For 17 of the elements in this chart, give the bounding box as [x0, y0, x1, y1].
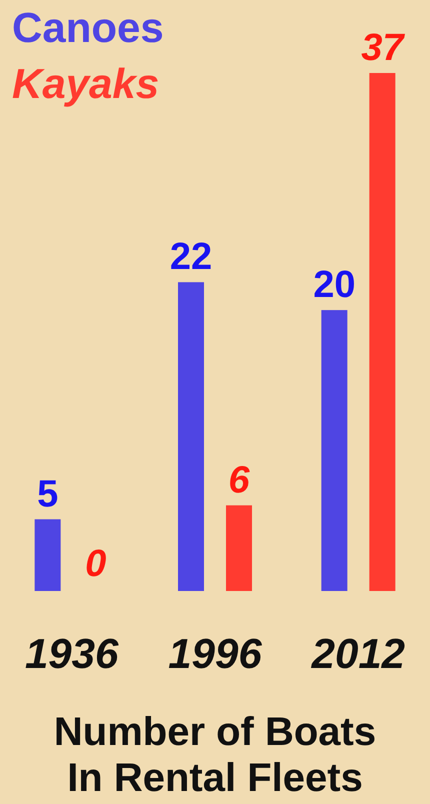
bar	[226, 505, 252, 591]
x-tick-label: 2012	[310, 630, 406, 677]
data-label: 37	[361, 27, 406, 69]
text: Canoes	[12, 4, 164, 51]
text: Number of Boats In Rental Fleets	[54, 710, 376, 800]
bar	[369, 73, 396, 591]
data-label: 20	[313, 264, 356, 306]
x-tick-label: 1996	[168, 630, 262, 677]
text: Kayaks	[12, 60, 160, 107]
data-label: 22	[170, 236, 212, 278]
bar	[321, 310, 348, 591]
bar	[34, 519, 61, 591]
data-label: 5	[37, 473, 58, 516]
data-label: 0	[85, 543, 106, 585]
bar	[178, 282, 204, 591]
data-label: 6	[228, 459, 250, 502]
x-tick-label: 1936	[24, 630, 120, 677]
